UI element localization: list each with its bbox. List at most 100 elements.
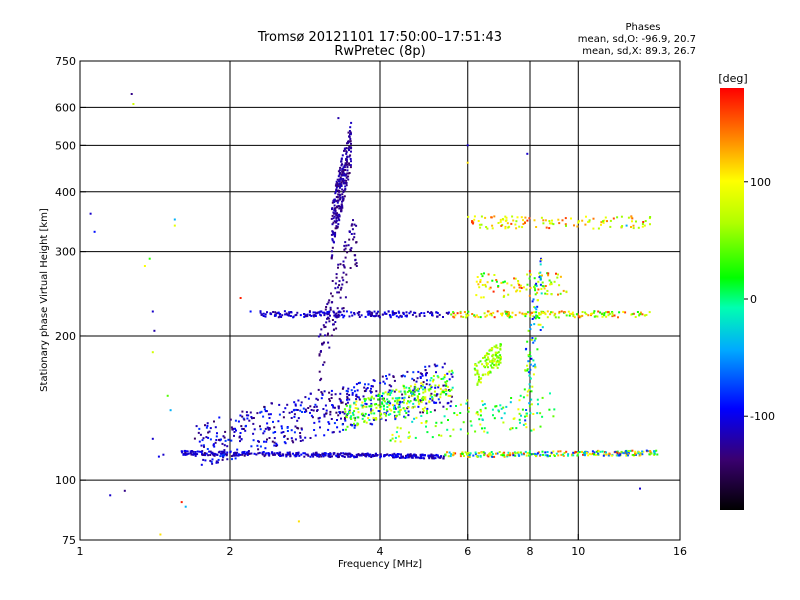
data-point <box>206 448 209 450</box>
data-point <box>336 226 339 229</box>
data-point <box>433 401 436 404</box>
data-point <box>521 408 524 411</box>
data-point <box>584 452 587 455</box>
data-point <box>276 452 279 455</box>
data-point <box>489 371 492 374</box>
data-point <box>308 311 311 314</box>
data-point <box>496 310 499 313</box>
data-point <box>489 360 492 363</box>
data-point <box>405 454 407 457</box>
data-point <box>530 338 533 341</box>
scatter-points <box>89 93 659 536</box>
data-point <box>342 166 345 169</box>
data-point <box>529 363 532 366</box>
data-point <box>371 423 374 426</box>
data-point <box>331 223 334 226</box>
data-point <box>303 452 306 455</box>
data-point <box>478 452 481 455</box>
data-point <box>434 386 437 389</box>
data-point <box>271 440 274 443</box>
data-point <box>282 431 285 433</box>
data-point <box>344 174 347 177</box>
data-point <box>578 316 581 319</box>
data-point <box>388 454 390 457</box>
data-point <box>530 398 533 401</box>
data-point <box>384 419 387 422</box>
data-point <box>353 416 356 419</box>
data-point <box>388 408 391 411</box>
data-point <box>397 435 400 438</box>
data-point <box>487 273 490 276</box>
data-point <box>565 314 568 317</box>
data-point <box>555 272 557 275</box>
data-point <box>357 382 360 385</box>
data-point <box>180 501 183 504</box>
data-point <box>348 452 351 455</box>
data-point <box>517 453 520 456</box>
data-point <box>528 450 531 453</box>
data-point <box>602 220 604 223</box>
data-point <box>403 396 406 399</box>
data-point <box>505 216 508 219</box>
data-point <box>420 386 423 389</box>
data-point <box>330 217 333 220</box>
data-point <box>349 154 352 157</box>
data-point <box>553 408 556 411</box>
data-point <box>490 216 493 219</box>
data-point <box>445 393 447 396</box>
data-point <box>157 455 160 458</box>
data-point <box>364 398 367 401</box>
data-point <box>444 389 447 392</box>
data-point <box>480 410 482 413</box>
y-tick-label: 100 <box>55 474 76 487</box>
data-point <box>406 391 409 393</box>
data-point <box>267 452 270 455</box>
data-point <box>460 452 463 455</box>
data-point <box>313 429 316 431</box>
data-point <box>475 280 478 283</box>
data-point <box>407 406 410 409</box>
data-point <box>422 388 425 391</box>
data-point <box>488 287 491 290</box>
data-point <box>357 416 360 419</box>
data-point <box>547 274 550 277</box>
data-point <box>288 312 291 315</box>
data-point <box>382 397 385 400</box>
data-point <box>336 178 339 181</box>
data-point <box>425 402 428 405</box>
data-point <box>498 361 501 364</box>
data-point <box>504 215 507 218</box>
data-point <box>334 233 337 236</box>
data-point <box>303 313 306 316</box>
data-point <box>391 397 394 400</box>
data-point <box>330 292 332 295</box>
data-point <box>361 401 364 404</box>
data-point <box>413 379 415 382</box>
data-point <box>333 241 335 244</box>
data-point <box>338 169 341 172</box>
data-point <box>313 421 316 424</box>
data-point <box>225 453 228 456</box>
data-point <box>296 409 299 411</box>
data-point <box>525 347 528 350</box>
data-point <box>330 250 333 253</box>
data-point <box>437 456 440 459</box>
data-point <box>420 453 423 456</box>
data-point <box>293 415 296 418</box>
data-point <box>398 410 401 413</box>
data-point <box>499 356 502 359</box>
data-point <box>329 456 332 458</box>
data-point <box>515 220 518 223</box>
data-point <box>265 410 268 413</box>
data-point <box>428 457 431 460</box>
data-point <box>596 315 599 318</box>
x-tick-label: 6 <box>464 545 471 558</box>
data-point <box>320 455 323 458</box>
data-point <box>518 454 521 457</box>
data-point <box>473 314 476 317</box>
data-point <box>396 397 399 400</box>
data-point <box>636 311 639 313</box>
data-point <box>629 449 632 452</box>
data-point <box>339 205 342 208</box>
